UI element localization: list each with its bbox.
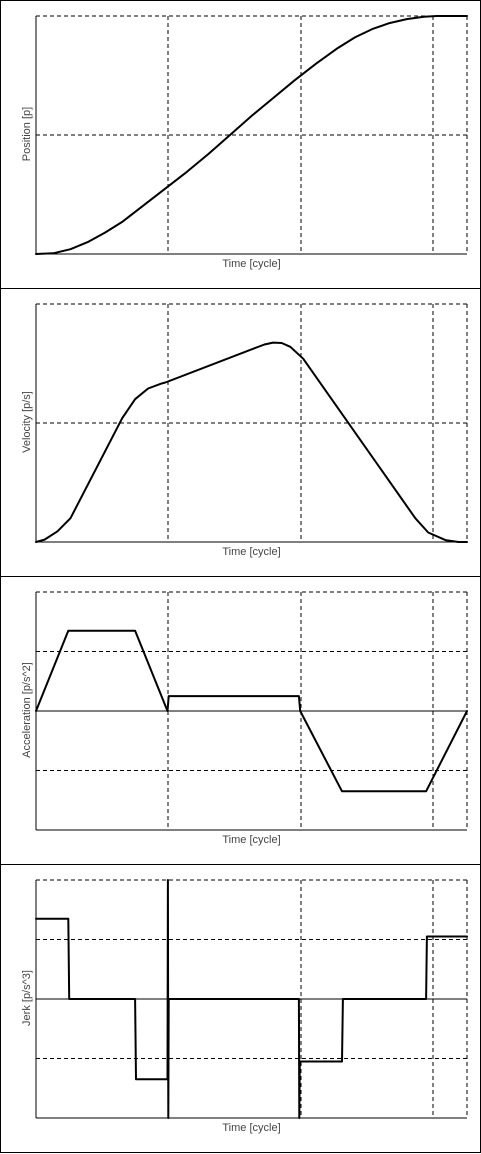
x-axis-label: Time [cycle]: [222, 258, 281, 270]
chart-plot-svg: [35, 591, 468, 831]
chart-panel-3: Acceleration [p/s^2] Time [cycle]: [0, 576, 481, 865]
chart-panel-1: Position [p] Time [cycle]: [0, 0, 481, 289]
y-axis-label: Position [p]: [21, 106, 33, 162]
series-line: [35, 341, 468, 543]
chart-plot-svg: [35, 303, 468, 543]
x-axis-label: Time [cycle]: [222, 546, 281, 558]
series-line: [35, 15, 468, 255]
chart-plot-svg: [35, 879, 468, 1119]
y-axis-label: Acceleration [p/s^2]: [21, 662, 33, 758]
series-line: [35, 879, 468, 1119]
x-axis-label: Time [cycle]: [222, 1122, 281, 1134]
y-axis-label: Jerk [p/s^3]: [21, 970, 33, 1026]
chart-panel-2: Velocity [p/s] Time [cycle]: [0, 288, 481, 577]
x-axis-label: Time [cycle]: [222, 834, 281, 846]
y-axis-label: Velocity [p/s]: [21, 391, 33, 453]
chart-panel-4: Jerk [p/s^3] Time [cycle]: [0, 864, 481, 1153]
chart-plot-svg: [35, 15, 468, 255]
series-line: [35, 629, 468, 793]
